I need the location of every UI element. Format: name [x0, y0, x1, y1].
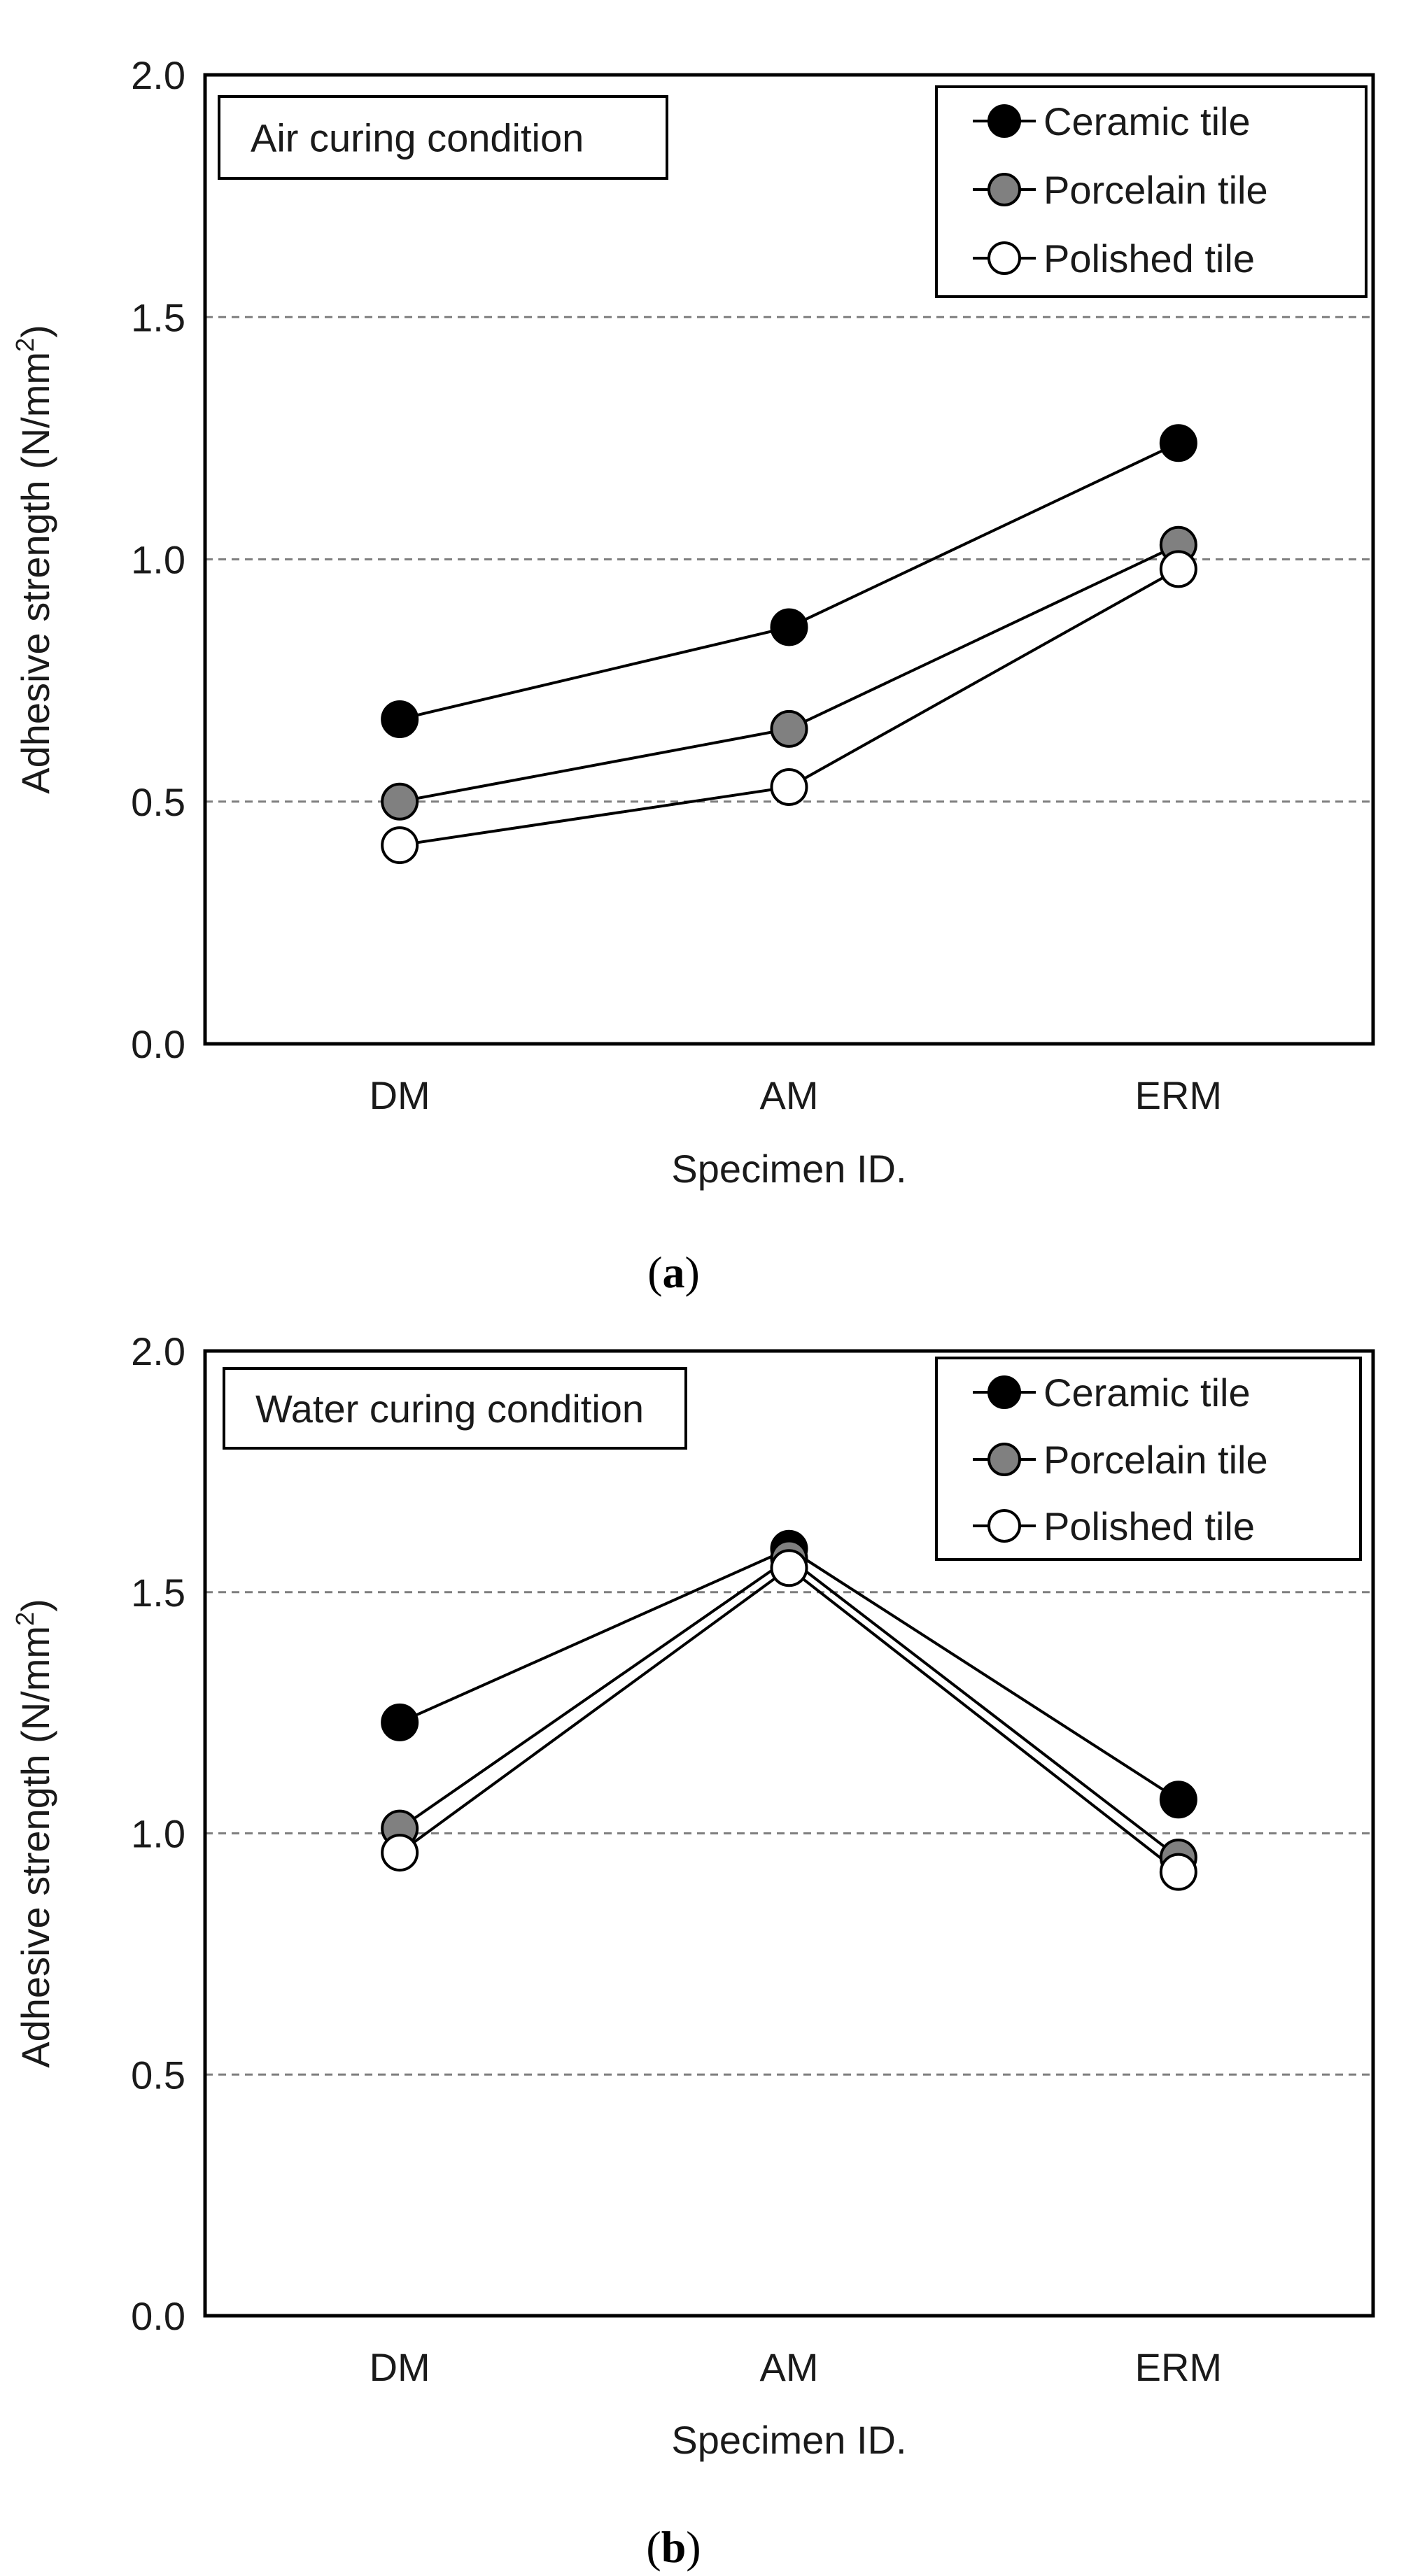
data-point-ceramic-tile-dm	[381, 700, 419, 739]
chart-title: Water curing condition	[255, 1387, 644, 1431]
data-point-ceramic-tile-erm	[1159, 1781, 1197, 1819]
data-point-polished-tile-erm	[1159, 1853, 1197, 1891]
y-tick-label: 0.5	[131, 2053, 185, 2097]
data-point-polished-tile-dm	[381, 826, 419, 865]
y-tick-label: 0.0	[131, 2294, 185, 2338]
y-tick-label: 0.0	[131, 1022, 185, 1066]
y-axis-title-superscript: 2	[10, 338, 39, 352]
legend-label-ceramic-tile: Ceramic tile	[1043, 1371, 1251, 1415]
y-tick-label: 2.0	[131, 53, 185, 97]
legend-marker-ceramic-tile	[987, 104, 1021, 138]
panel-b-water-curing: 0.0 0.5 1.0 1.5 2.0 DM AM ERM Specimen ID. Adhesi…	[10, 1329, 1375, 2572]
panel-a-air-curing: 0.0 0.5 1.0 1.5 2.0 DM AM ERM Specimen ID. Adhesi…	[10, 53, 1375, 1297]
panel-label-letter: b	[661, 2522, 687, 2572]
data-point-ceramic-tile-am	[770, 608, 808, 646]
legend-marker-ceramic-tile	[987, 1375, 1021, 1409]
panel-label-close: )	[686, 2522, 701, 2572]
y-tick-label: 1.0	[131, 1812, 185, 1856]
panel-label-close: )	[685, 1247, 700, 1297]
y-axis-title: Adhesive strength (N/mm2)	[10, 325, 57, 793]
panel-label: (b)	[646, 2522, 701, 2572]
y-tick-label: 1.5	[131, 1571, 185, 1615]
x-axis-title: Specimen ID.	[671, 1147, 906, 1191]
legend-label-porcelain-tile: Porcelain tile	[1043, 168, 1268, 212]
y-axis-title-end: )	[13, 325, 57, 338]
x-tick-label-dm: DM	[370, 1073, 430, 1117]
y-axis-title: Adhesive strength (N/mm2)	[10, 1599, 57, 2067]
y-axis-title-main: Adhesive strength (N/mm	[13, 1626, 57, 2068]
y-tick-label: 1.0	[131, 538, 185, 582]
legend-marker-porcelain-tile	[987, 1443, 1021, 1476]
chart-title-box	[223, 1367, 687, 1450]
panel-label-letter: a	[663, 1247, 685, 1297]
data-point-porcelain-tile-am	[770, 709, 808, 748]
legend-label-porcelain-tile: Porcelain tile	[1043, 1438, 1268, 1482]
x-tick-label-erm: ERM	[1135, 1073, 1222, 1117]
legend-marker-porcelain-tile	[987, 173, 1021, 206]
data-point-porcelain-tile-dm	[381, 782, 419, 821]
plot-frame	[203, 73, 1375, 1046]
y-axis-title-end: )	[13, 1599, 57, 1612]
legend-marker-polished-tile	[987, 1509, 1021, 1543]
y-tick-label: 0.5	[131, 780, 185, 824]
x-tick-label-am: AM	[760, 1073, 819, 1117]
panel-label: (a)	[647, 1247, 700, 1297]
chart-title-box	[218, 95, 668, 180]
x-axis-title: Specimen ID.	[671, 2418, 906, 2462]
data-point-polished-tile-am	[770, 1549, 808, 1587]
data-point-ceramic-tile-dm	[381, 1703, 419, 1741]
x-tick-label-dm: DM	[370, 2345, 430, 2389]
legend-label-ceramic-tile: Ceramic tile	[1043, 99, 1251, 143]
data-point-ceramic-tile-erm	[1159, 424, 1197, 462]
panel-label-open: (	[647, 1247, 662, 1297]
chart-title: Air curing condition	[251, 116, 584, 160]
data-point-polished-tile-erm	[1159, 550, 1197, 588]
y-tick-label: 2.0	[131, 1329, 185, 1373]
x-tick-label-am: AM	[760, 2345, 819, 2389]
panel-label-open: (	[646, 2522, 661, 2572]
plot-frame	[203, 1349, 1375, 2318]
data-point-polished-tile-dm	[381, 1834, 419, 1872]
legend-marker-polished-tile	[987, 241, 1021, 275]
legend-label-polished-tile: Polished tile	[1043, 236, 1255, 281]
y-axis-title-main: Adhesive strength (N/mm	[13, 352, 57, 794]
y-axis-title-superscript: 2	[10, 1612, 39, 1626]
y-tick-label: 1.5	[131, 295, 185, 339]
data-point-polished-tile-am	[770, 767, 808, 806]
x-tick-label-erm: ERM	[1135, 2345, 1222, 2389]
legend-label-polished-tile: Polished tile	[1043, 1504, 1255, 1548]
